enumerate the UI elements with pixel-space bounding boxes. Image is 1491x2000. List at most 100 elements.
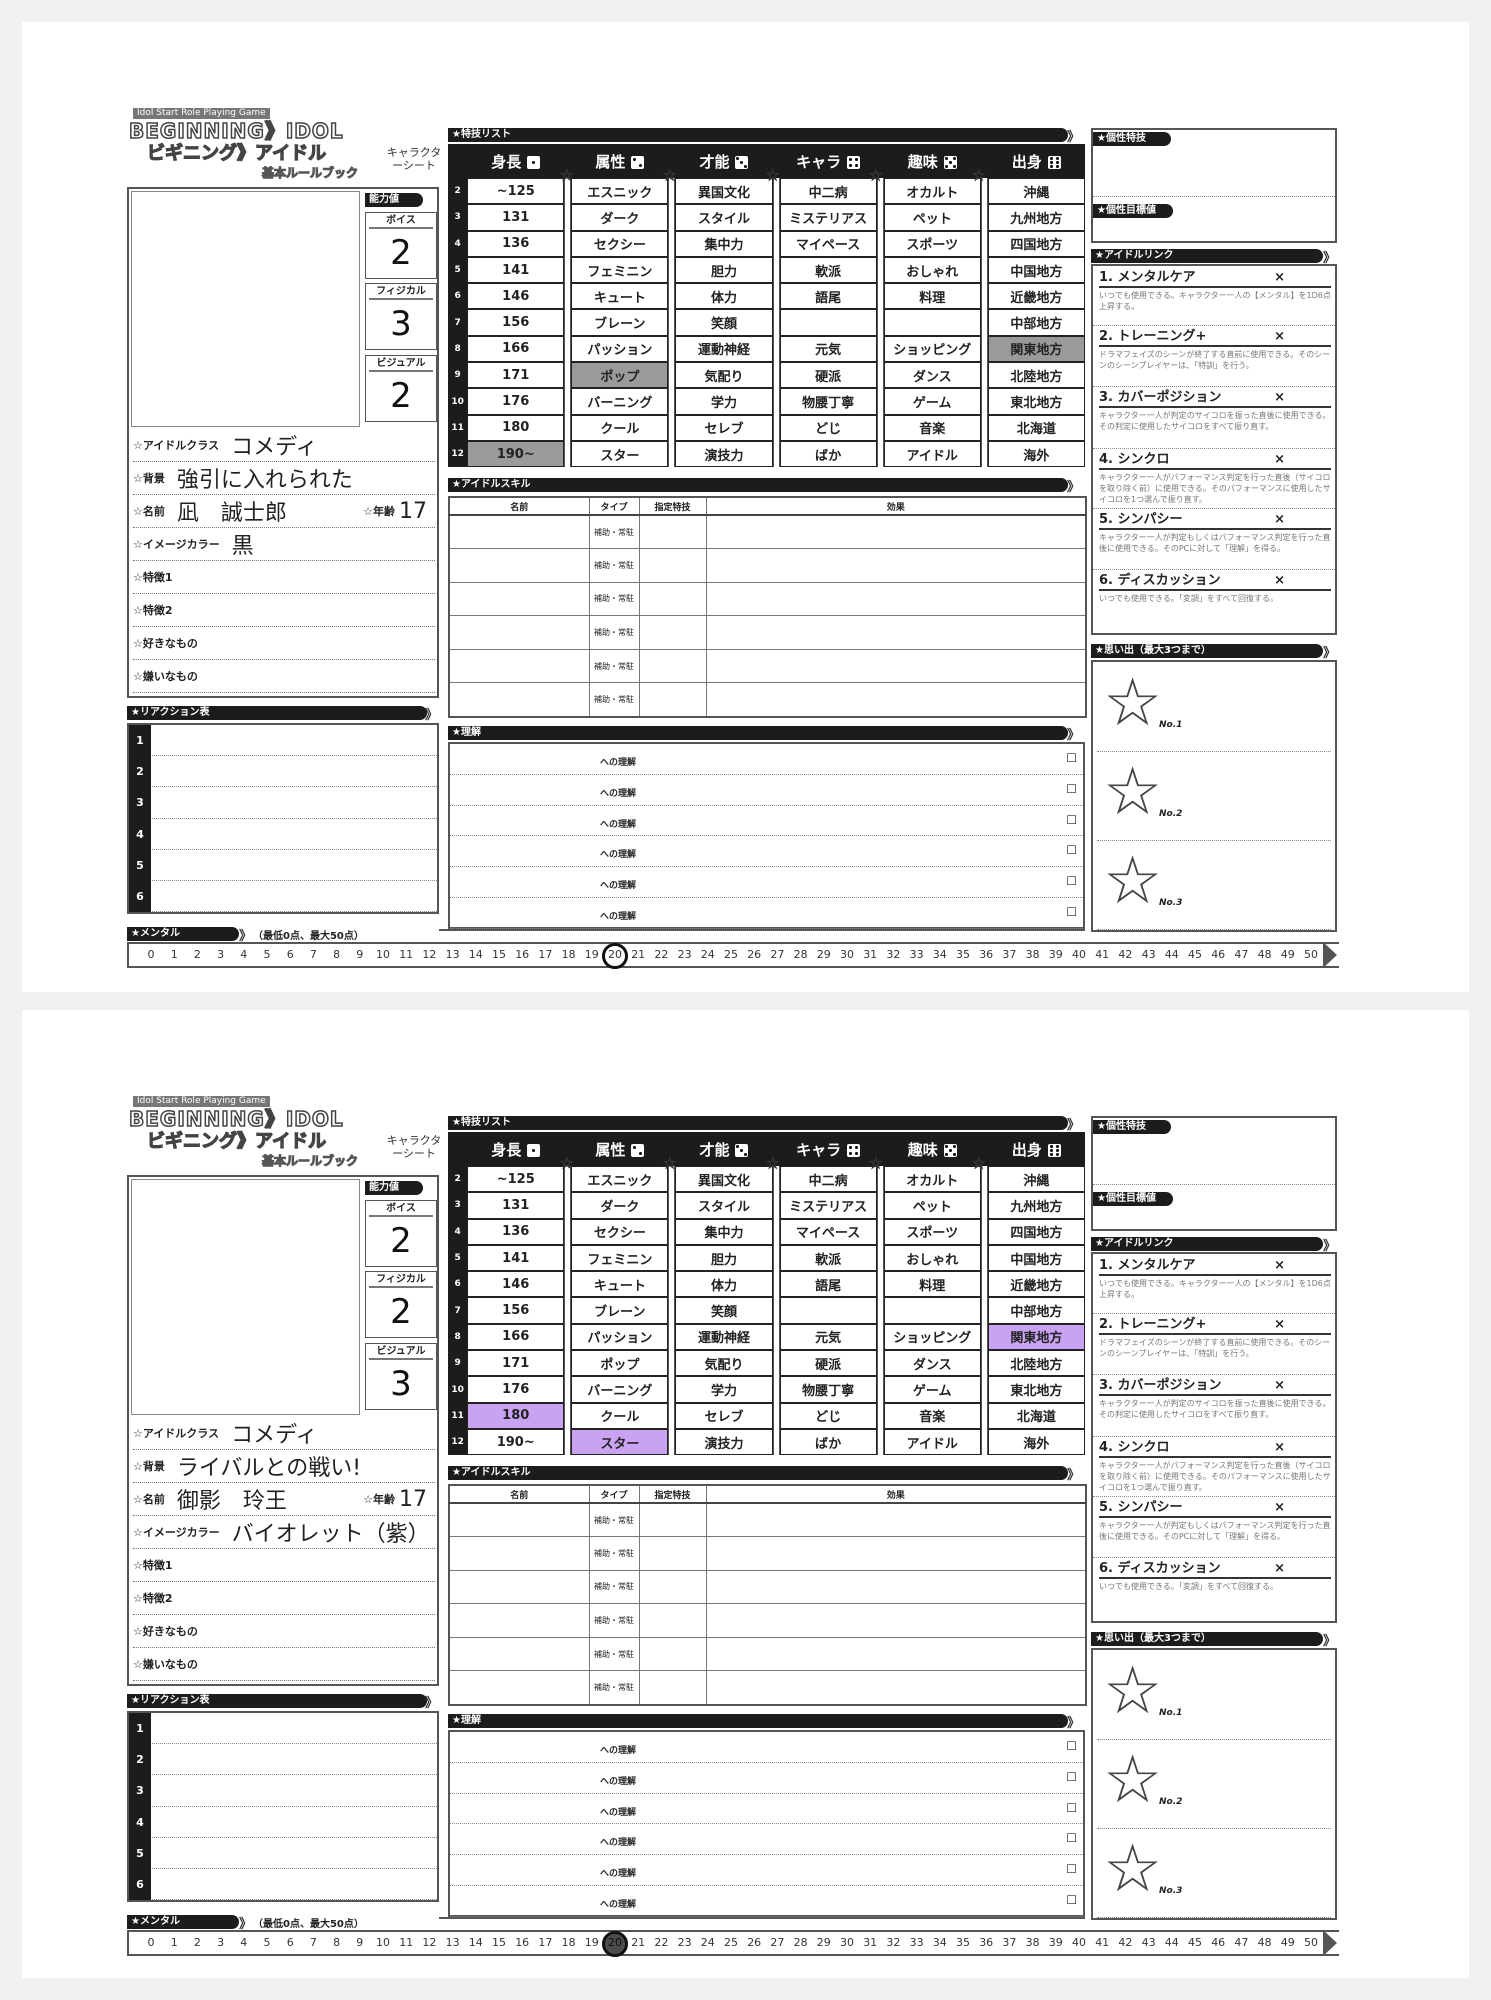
skill-specialty-cell[interactable] bbox=[638, 548, 707, 583]
specialty-cell[interactable]: キュート bbox=[571, 1271, 669, 1298]
specialty-cell[interactable]: ショッピング bbox=[883, 1323, 981, 1351]
understanding-checkbox[interactable]: ☐ bbox=[1066, 905, 1077, 919]
specialty-cell[interactable]: 元気 bbox=[779, 335, 877, 363]
specialty-cell[interactable] bbox=[779, 309, 877, 336]
specialty-cell[interactable]: 運動神経 bbox=[675, 335, 773, 363]
specialty-cell[interactable]: ブレーン bbox=[571, 1297, 669, 1324]
understanding-checkbox[interactable]: ☐ bbox=[1066, 1862, 1077, 1877]
specialty-cell[interactable]: マイペース bbox=[779, 230, 877, 257]
mental-value-28[interactable]: 28 bbox=[793, 1936, 808, 1949]
skill-name-cell[interactable] bbox=[448, 682, 590, 718]
mental-value-24[interactable]: 24 bbox=[700, 1936, 715, 1949]
skill-specialty-cell[interactable] bbox=[638, 1636, 707, 1672]
specialty-cell[interactable]: 136 bbox=[467, 230, 565, 257]
mental-value-43[interactable]: 43 bbox=[1141, 948, 1156, 961]
mental-value-23[interactable]: 23 bbox=[677, 1936, 692, 1949]
stat-value-physical[interactable]: 2 bbox=[390, 1292, 412, 1332]
idol-link-item[interactable]: 3. カバーポジション × キャラクター一人が判定のサイコロを振った直後に使用できる… bbox=[1099, 390, 1331, 432]
skill-name-cell[interactable] bbox=[448, 1636, 590, 1672]
mental-value-48[interactable]: 48 bbox=[1257, 948, 1272, 961]
specialty-cell[interactable]: 中二病 bbox=[779, 1166, 877, 1193]
skill-name-cell[interactable] bbox=[448, 1536, 590, 1571]
reaction-row[interactable]: 2 bbox=[129, 756, 437, 788]
mental-value-35[interactable]: 35 bbox=[956, 1936, 970, 1949]
specialty-cell[interactable]: 演技力 bbox=[675, 440, 773, 468]
specialty-cell[interactable]: 180 bbox=[467, 414, 565, 441]
specialty-cell[interactable]: 学力 bbox=[675, 388, 773, 415]
mental-value-45[interactable]: 45 bbox=[1188, 948, 1202, 961]
understanding-checkbox[interactable]: ☐ bbox=[1066, 1800, 1077, 1815]
specialty-cell[interactable]: フェミニン bbox=[571, 256, 669, 284]
specialty-cell[interactable]: ダーク bbox=[571, 204, 669, 231]
mental-value-9[interactable]: 9 bbox=[356, 1936, 364, 1949]
specialty-cell[interactable]: 190~ bbox=[467, 1428, 565, 1456]
mental-value-41[interactable]: 41 bbox=[1095, 1936, 1110, 1949]
stat-value-physical[interactable]: 3 bbox=[390, 304, 412, 344]
specialty-cell[interactable]: 運動神経 bbox=[675, 1323, 773, 1351]
mental-value-47[interactable]: 47 bbox=[1234, 948, 1249, 961]
info-value-image-color[interactable]: バイオレット（紫） bbox=[231, 1522, 430, 1547]
specialty-cell[interactable]: 演技力 bbox=[675, 1428, 773, 1456]
mental-value-14[interactable]: 14 bbox=[468, 948, 483, 961]
mental-value-37[interactable]: 37 bbox=[1002, 1936, 1017, 1949]
specialty-cell[interactable]: ばか bbox=[779, 440, 877, 468]
specialty-cell[interactable] bbox=[883, 1297, 981, 1324]
specialty-cell[interactable]: クール bbox=[571, 1402, 669, 1429]
specialty-cell[interactable]: スポーツ bbox=[883, 230, 981, 257]
specialty-cell-selected[interactable]: 関東地方 bbox=[987, 1323, 1085, 1351]
specialty-cell[interactable]: 九州地方 bbox=[987, 204, 1085, 231]
info-value-background[interactable]: ライバルとの戦い! bbox=[176, 1456, 362, 1481]
info-value-idol-class[interactable]: コメディ bbox=[231, 435, 318, 460]
idol-link-item[interactable]: 3. カバーポジション × キャラクター一人が判定のサイコロを振った直後に使用できる… bbox=[1099, 1378, 1331, 1420]
understanding-row[interactable]: への理解 ☐ bbox=[450, 744, 1083, 775]
mental-value-2[interactable]: 2 bbox=[193, 948, 201, 961]
specialty-cell[interactable]: ポップ bbox=[571, 1350, 669, 1377]
mental-value-18[interactable]: 18 bbox=[561, 948, 576, 961]
understanding-checkbox[interactable]: ☐ bbox=[1066, 781, 1077, 796]
specialty-cell[interactable]: 171 bbox=[467, 1350, 565, 1377]
specialty-cell[interactable]: 語尾 bbox=[779, 283, 877, 310]
skill-specialty-cell[interactable] bbox=[638, 1603, 707, 1638]
specialty-cell[interactable]: 集中力 bbox=[675, 230, 773, 257]
skill-effect-cell[interactable] bbox=[705, 581, 1087, 617]
specialty-cell[interactable]: 笑顔 bbox=[675, 309, 773, 336]
skill-name-cell[interactable] bbox=[448, 514, 590, 550]
specialty-cell[interactable]: セレブ bbox=[675, 414, 773, 441]
mental-value-5[interactable]: 5 bbox=[263, 948, 271, 961]
specialty-cell[interactable]: オカルト bbox=[883, 1166, 981, 1193]
specialty-cell[interactable]: ペット bbox=[883, 1192, 981, 1219]
specialty-cell[interactable]: 141 bbox=[467, 256, 565, 284]
reaction-row[interactable]: 2 bbox=[129, 1744, 437, 1776]
mental-value-7[interactable]: 7 bbox=[309, 1936, 317, 1949]
idol-link-used-mark[interactable]: × bbox=[1274, 1378, 1285, 1393]
specialty-cell[interactable]: エスニック bbox=[571, 1166, 669, 1193]
reaction-row[interactable]: 6 bbox=[129, 881, 437, 913]
mental-value-12[interactable]: 12 bbox=[422, 948, 437, 961]
age-value[interactable]: 17 bbox=[399, 498, 427, 524]
understanding-row[interactable]: への理解 ☐ bbox=[450, 836, 1083, 868]
mental-value-1[interactable]: 1 bbox=[170, 948, 178, 961]
specialty-cell[interactable]: 176 bbox=[467, 1376, 565, 1403]
idol-link-item[interactable]: 5. シンパシー × キャラクター一人が判定もしくはパフォーマンス判定を行った直後に… bbox=[1099, 512, 1331, 554]
skill-effect-cell[interactable] bbox=[705, 1569, 1087, 1605]
idol-link-used-mark[interactable]: × bbox=[1274, 1317, 1285, 1332]
understanding-row[interactable]: への理解 ☐ bbox=[450, 1886, 1083, 1917]
specialty-cell[interactable]: セクシー bbox=[571, 230, 669, 257]
mental-value-44[interactable]: 44 bbox=[1164, 948, 1179, 961]
mental-value-30[interactable]: 30 bbox=[840, 948, 854, 961]
skill-effect-cell[interactable] bbox=[705, 615, 1087, 650]
skill-name-cell[interactable] bbox=[448, 1670, 590, 1706]
specialty-cell[interactable]: 胆力 bbox=[675, 1244, 773, 1272]
mental-value-43[interactable]: 43 bbox=[1141, 1936, 1156, 1949]
mental-value-13[interactable]: 13 bbox=[445, 1936, 460, 1949]
mental-value-32[interactable]: 32 bbox=[886, 948, 901, 961]
specialty-cell[interactable]: 軟派 bbox=[779, 1244, 877, 1272]
skill-name-cell[interactable] bbox=[448, 1502, 590, 1538]
specialty-cell-selected[interactable]: ポップ bbox=[571, 362, 669, 389]
mental-value-19[interactable]: 19 bbox=[584, 948, 599, 961]
specialty-cell[interactable]: ダンス bbox=[883, 362, 981, 389]
specialty-cell[interactable]: 156 bbox=[467, 1297, 565, 1324]
mental-value-3[interactable]: 3 bbox=[217, 948, 225, 961]
mental-value-36[interactable]: 36 bbox=[979, 1936, 994, 1949]
stat-value-visual[interactable]: 2 bbox=[390, 376, 412, 416]
